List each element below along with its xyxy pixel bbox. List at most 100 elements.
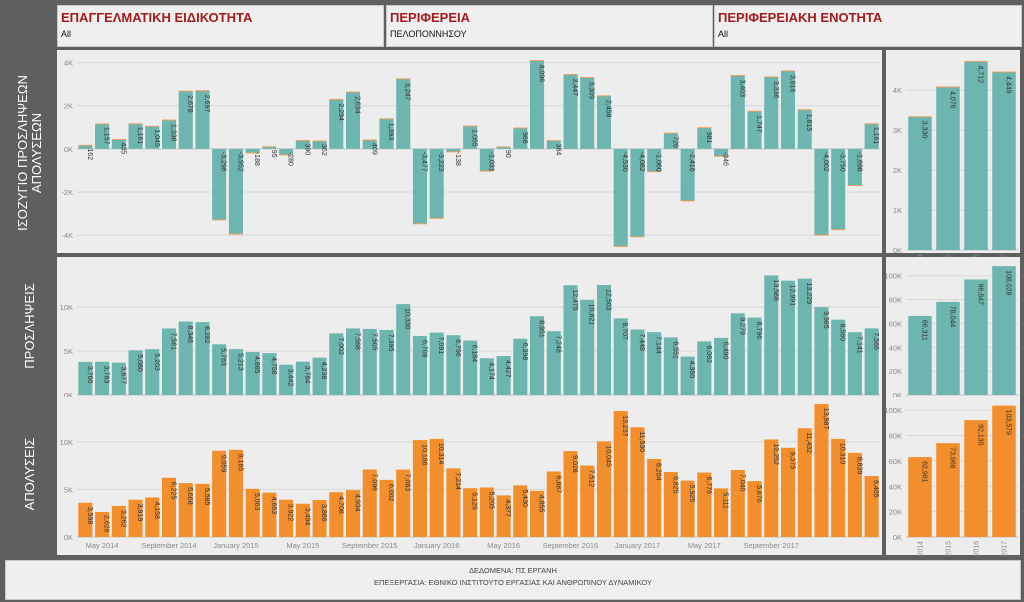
bar <box>396 469 411 537</box>
y-tick-label: 0K <box>64 391 73 400</box>
bar <box>513 127 528 149</box>
y-tick-label: 80K <box>889 432 902 441</box>
bar <box>128 499 143 537</box>
bar-value-label: 6,398 <box>521 343 528 361</box>
bar <box>596 95 611 149</box>
x-tick-label: May 2016 <box>487 541 520 550</box>
bar-value-label: 11,530 <box>638 431 645 452</box>
bar <box>245 488 260 537</box>
y-tick-label: 0K <box>893 246 902 255</box>
bar <box>228 449 243 537</box>
filter-region-value[interactable]: ΠΕΛΟΠΟΝΝΗΣΟΥ <box>390 29 467 39</box>
bar <box>992 266 1016 395</box>
bar <box>228 349 243 395</box>
bar <box>580 465 595 537</box>
bar-value-label: 3,442 <box>287 369 294 387</box>
filter-regional-unit[interactable]: ΠΕΡΙΦΕΡΕΙΑΚΗ ΕΝΟΤΗΤΑ All <box>714 5 1022 47</box>
bar-value-label: 13,237 <box>621 415 628 437</box>
bar <box>145 497 160 537</box>
bar <box>178 483 193 537</box>
bar-value-label: 7,002 <box>337 337 344 355</box>
bar-value-label: 981 <box>705 132 712 144</box>
bar <box>379 329 394 395</box>
bar-value-label: 9,375 <box>788 452 795 470</box>
x-tick-label: September 2017 <box>744 541 799 550</box>
bar <box>312 500 327 537</box>
bar <box>346 490 361 537</box>
bar <box>697 127 712 149</box>
bar-value-label: 7,448 <box>638 333 645 351</box>
bar-value-label: -3,477 <box>420 152 427 172</box>
bar-value-label: 6,551 <box>671 341 678 359</box>
bar-value-label: 1,157 <box>103 127 110 145</box>
bar-value-label: 3,886 <box>320 504 327 522</box>
bar-value-label: 9,059 <box>220 455 227 473</box>
bar-value-label: 6,184 <box>471 345 478 363</box>
bar-value-label: 6,490 <box>722 342 729 360</box>
bar-value-label: -3,952 <box>236 152 243 172</box>
bar <box>908 116 932 250</box>
x-tick-label: January 2015 <box>213 541 258 550</box>
bar <box>195 90 210 149</box>
bar <box>847 148 862 186</box>
bar <box>412 335 427 395</box>
bar <box>780 280 796 395</box>
bar <box>680 356 695 395</box>
bar <box>412 148 427 224</box>
filter-region[interactable]: ΠΕΡΙΦΕΡΕΙΑ ΠΕΛΟΠΟΝΝΗΣΟΥ <box>386 5 713 47</box>
footer-processing: ΕΠΕΞΕΡΓΑΣΙΑ: ΕΘΝΙΚΟ ΙΝΣΤΙΤΟΥΤΟ ΕΡΓΑΣΙΑΣ … <box>374 578 652 587</box>
bar <box>864 328 879 395</box>
bar-value-label: 10,310 <box>839 443 846 465</box>
bar-value-label: 9,028 <box>571 455 578 473</box>
bar <box>95 361 110 395</box>
bar-value-label: -3,750 <box>839 152 846 172</box>
bar <box>95 123 110 149</box>
balance_monthly-chart: -4K -2K 0K 2K 4K 162 1,157 435 1,161 1,045 1,336 2,… <box>57 50 882 253</box>
bar <box>630 427 645 537</box>
filter-region-title: ΠΕΡΙΦΕΡΕΙΑ <box>390 10 471 25</box>
bar-value-label: 10,186 <box>420 444 427 466</box>
filter-occupation[interactable]: ΕΠΑΓΓΕΛΜΑΤΙΚΗ ΕΙΔΙΚΟΤΗΤΑ All <box>57 5 384 47</box>
bar <box>446 148 461 152</box>
bar <box>580 299 595 395</box>
bar-value-label: 5,925 <box>688 485 695 503</box>
bar-value-label: 10,314 <box>437 443 444 465</box>
bar <box>262 146 277 149</box>
y-tick-label: 3K <box>893 126 902 135</box>
bar <box>847 452 862 537</box>
bar-value-label: -346 <box>722 152 729 166</box>
bar-value-label: 5,213 <box>236 353 243 371</box>
bar-value-label: 6,002 <box>387 484 394 502</box>
bar <box>362 328 377 395</box>
bar <box>663 337 678 395</box>
bar <box>730 75 745 149</box>
bar <box>714 337 729 395</box>
x-tick-label: May 2014 <box>86 541 119 550</box>
bar-value-label: 4,076 <box>949 91 956 109</box>
bar <box>964 420 988 537</box>
bar <box>496 356 511 395</box>
bar <box>128 350 143 395</box>
bar-value-label: 384 <box>554 144 561 156</box>
bar <box>596 441 611 537</box>
bar-value-label: 8,707 <box>621 322 628 340</box>
y-tick-label: 100K <box>884 272 902 281</box>
bar-value-label: -280 <box>287 152 294 166</box>
bar <box>797 428 812 537</box>
bar-value-label: 362 <box>320 144 327 156</box>
y-tick-label: 60K <box>889 319 902 328</box>
filter-regional-unit-value[interactable]: All <box>718 29 729 39</box>
bar-value-label: -1,698 <box>855 152 862 172</box>
bar-value-label: 3,403 <box>738 79 745 97</box>
bar <box>78 145 93 149</box>
bar <box>161 328 177 395</box>
bar <box>730 470 745 537</box>
filter-occupation-value[interactable]: All <box>61 29 72 39</box>
bar <box>647 458 662 537</box>
bar-value-label: -4,530 <box>621 152 628 172</box>
bar <box>663 133 678 149</box>
bar-value-label: 7,395 <box>387 334 394 352</box>
bar <box>412 440 427 537</box>
bar <box>764 275 779 395</box>
bar-value-label: 4,663 <box>270 497 277 515</box>
